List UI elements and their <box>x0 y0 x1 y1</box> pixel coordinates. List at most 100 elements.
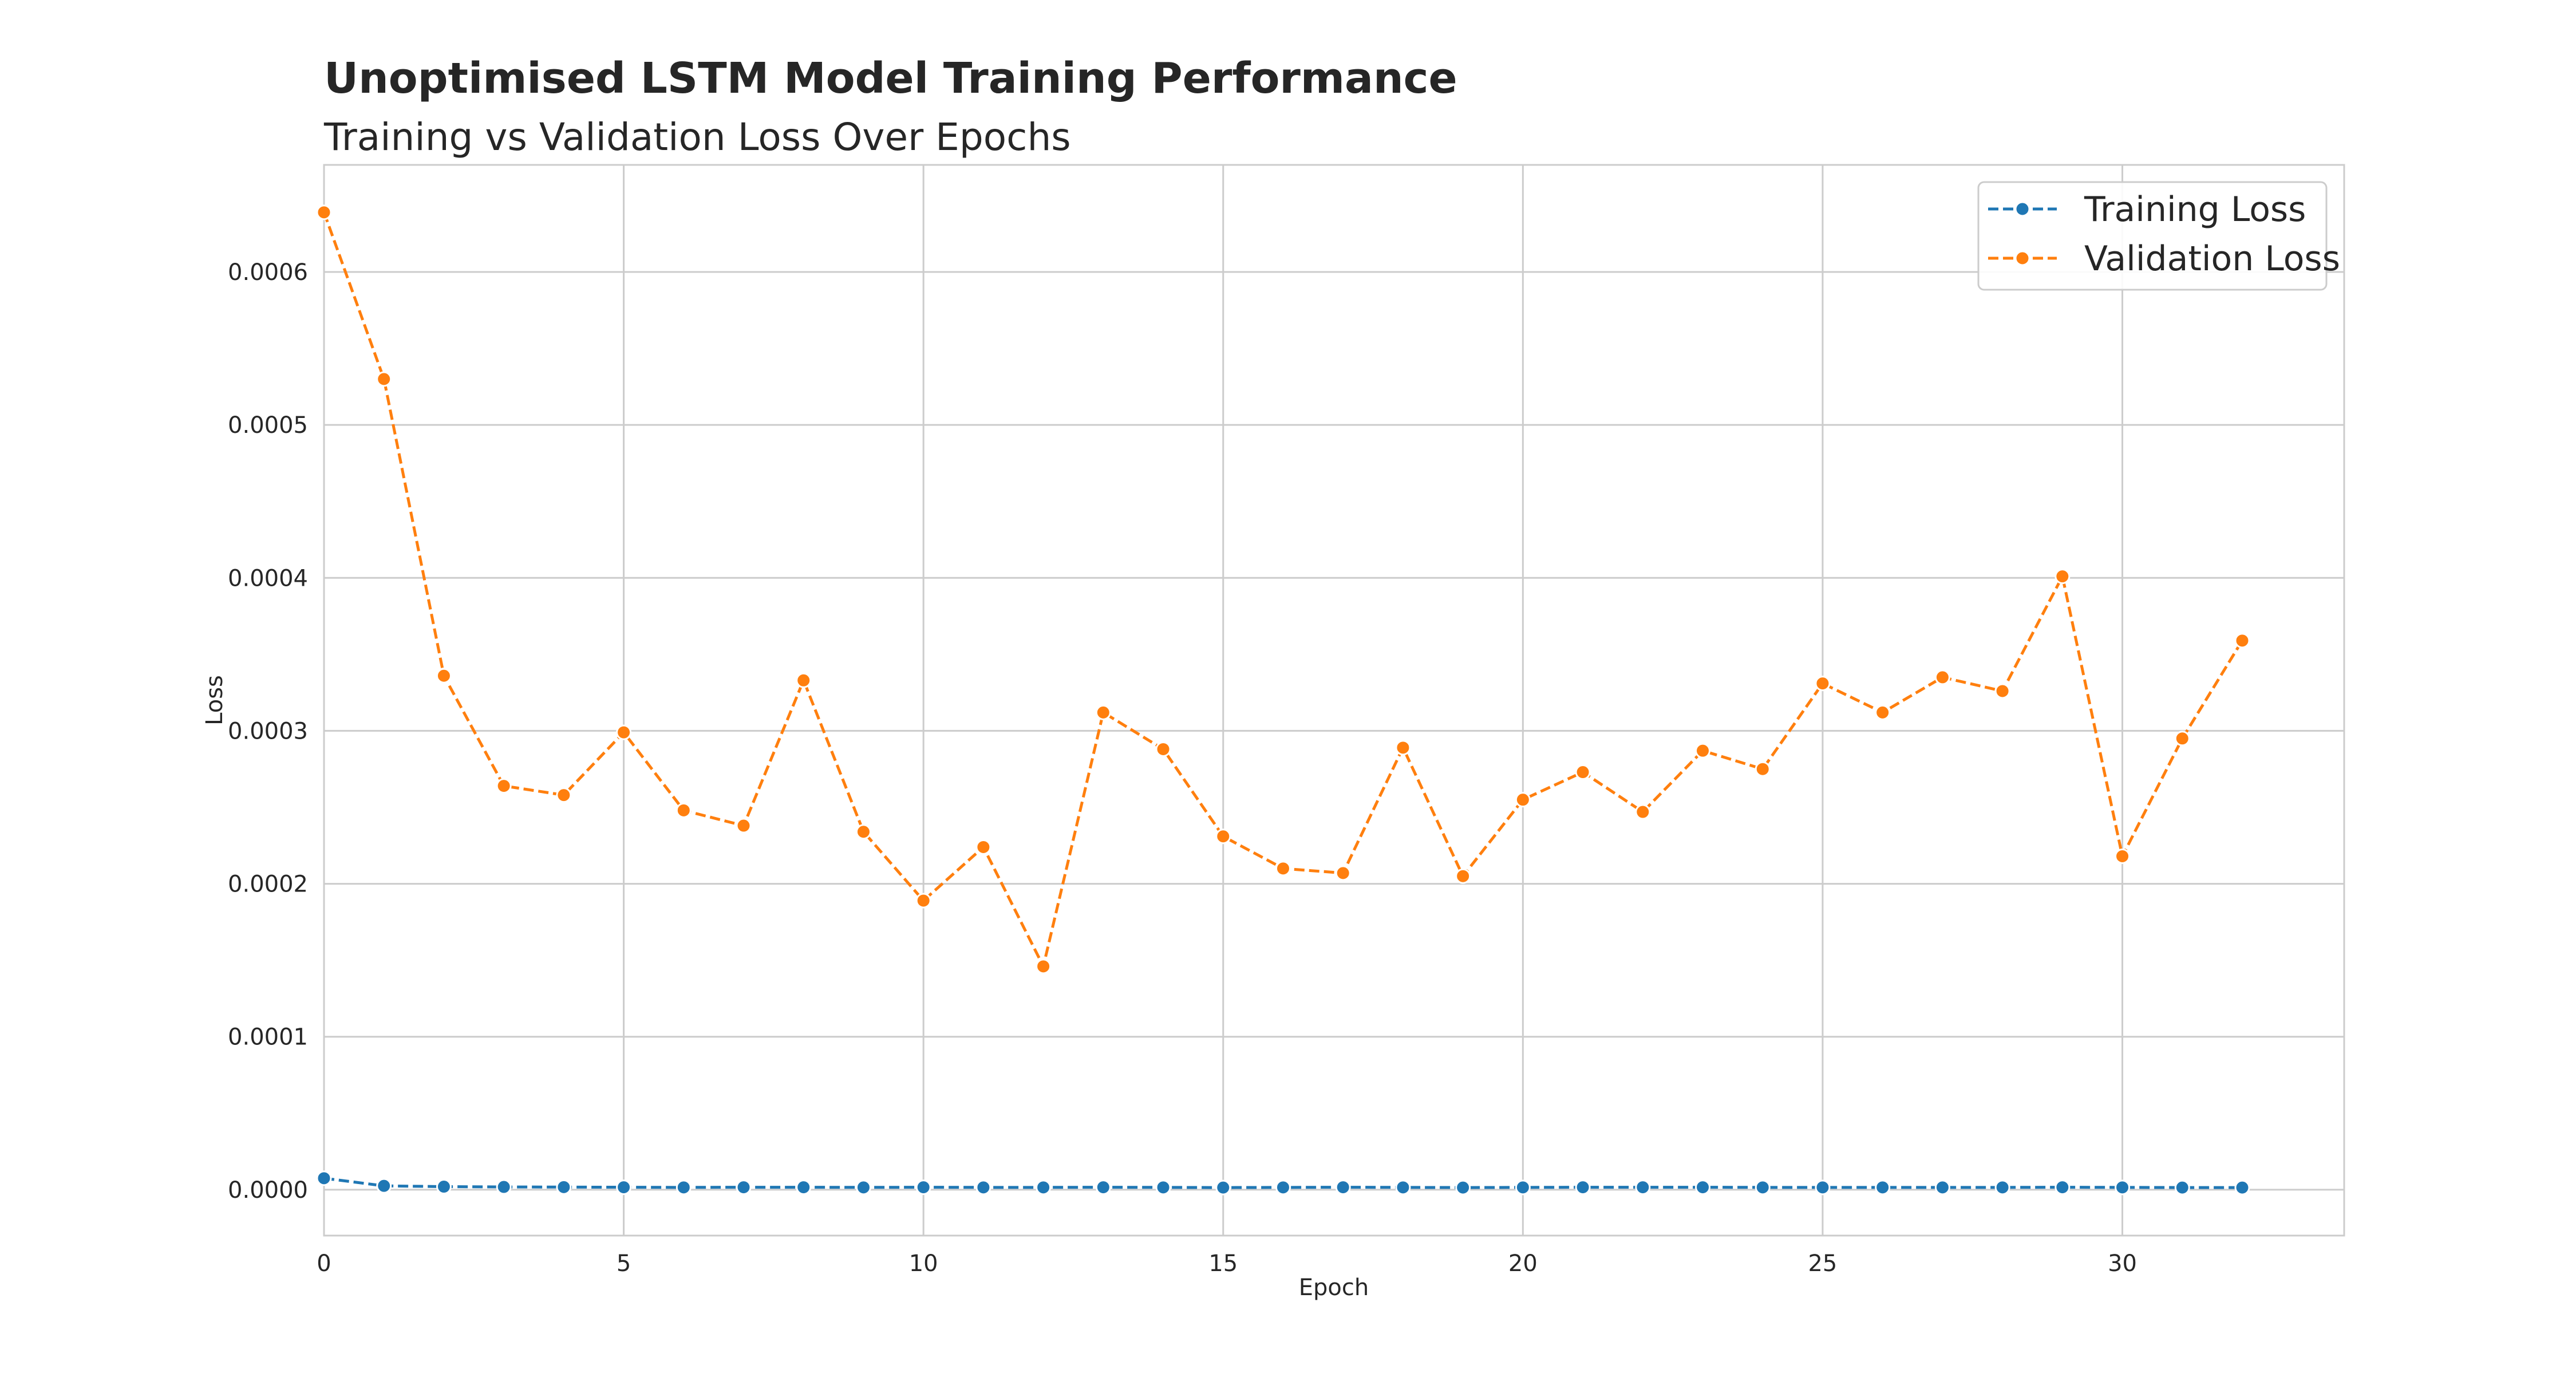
legend-frame <box>1977 181 2328 291</box>
x-tick-label: 25 <box>1808 1250 1837 1277</box>
data-point <box>915 1179 931 1195</box>
data-point <box>316 204 332 220</box>
data-point <box>1994 1179 2010 1195</box>
data-point <box>1815 1179 1831 1195</box>
x-tick-label: 15 <box>1208 1250 1238 1277</box>
data-point <box>1635 804 1651 820</box>
grid-lines <box>323 165 2344 1236</box>
data-point <box>2115 848 2131 864</box>
data-point <box>796 672 812 688</box>
data-point <box>2234 1179 2250 1195</box>
data-point <box>1395 740 1411 756</box>
x-tick-label: 5 <box>617 1250 631 1277</box>
data-point <box>616 724 632 740</box>
data-point <box>675 802 692 818</box>
data-point <box>2055 1179 2071 1195</box>
data-point <box>1095 1179 1111 1195</box>
data-point <box>1395 1179 1411 1195</box>
data-point <box>1155 741 1171 757</box>
data-point <box>1455 1179 1471 1195</box>
data-point <box>436 1179 452 1195</box>
legend-item: Training Loss <box>1988 190 2306 230</box>
data-point <box>1095 704 1111 720</box>
data-point <box>496 778 512 794</box>
data-point <box>1215 1179 1231 1195</box>
tick-labels: 0 5 10 15 20 25 30 0.0000 0.0001 0.0002 0.0003 0.00… <box>228 259 2137 1277</box>
data-point <box>496 1179 512 1195</box>
legend-marker <box>2014 250 2030 266</box>
data-point <box>2174 731 2190 747</box>
series-training-loss <box>316 1170 2250 1195</box>
data-point <box>1934 669 1950 685</box>
data-point <box>2115 1179 2131 1195</box>
y-axis-label: Loss <box>202 675 228 725</box>
y-tick-label: 0.0005 <box>228 412 308 439</box>
data-point <box>1695 1179 1711 1195</box>
data-point <box>855 824 871 840</box>
data-point <box>1335 1179 1351 1195</box>
legend-label: Validation Loss <box>2084 239 2340 279</box>
data-point <box>2234 633 2250 649</box>
data-point <box>1695 743 1711 759</box>
data-point <box>1275 861 1291 877</box>
data-point <box>1036 1179 1052 1195</box>
legend-item: Validation Loss <box>1988 239 2340 279</box>
data-point <box>1335 865 1351 881</box>
data-point <box>1934 1179 1950 1195</box>
data-point <box>316 1170 332 1186</box>
data-point <box>1036 958 1052 974</box>
data-point <box>675 1179 692 1195</box>
data-point <box>376 371 392 387</box>
x-tick-label: 20 <box>1508 1250 1538 1277</box>
data-point <box>855 1179 871 1195</box>
y-tick-label: 0.0002 <box>228 871 308 898</box>
data-point <box>736 1179 752 1195</box>
data-point <box>556 1179 572 1195</box>
plot-area-frame <box>323 164 2345 1237</box>
data-point <box>736 818 752 834</box>
data-point <box>2055 569 2071 585</box>
data-point <box>1575 1179 1591 1195</box>
data-point <box>2174 1179 2190 1195</box>
y-tick-label: 0.0000 <box>228 1177 308 1204</box>
data-point <box>1515 1179 1531 1195</box>
data-point <box>376 1178 392 1194</box>
y-tick-label: 0.0006 <box>228 259 308 286</box>
data-point <box>1575 764 1591 780</box>
data-point <box>436 668 452 684</box>
data-point <box>1215 828 1231 845</box>
data-point <box>975 1179 991 1195</box>
data-point <box>915 893 931 909</box>
x-axis-label: Epoch <box>1299 1275 1369 1301</box>
data-point <box>975 839 991 855</box>
legend: Training Loss Validation Loss <box>1977 181 2340 291</box>
legend-marker <box>2014 201 2030 217</box>
data-point <box>1875 1179 1891 1195</box>
data-point <box>1635 1179 1651 1195</box>
data-point <box>616 1179 632 1195</box>
y-tick-label: 0.0004 <box>228 565 308 591</box>
legend-label: Training Loss <box>2084 190 2306 230</box>
chart-subtitle: Training vs Validation Loss Over Epochs <box>323 115 1071 159</box>
data-point <box>1755 1179 1771 1195</box>
data-point <box>556 787 572 803</box>
y-tick-label: 0.0001 <box>228 1024 308 1051</box>
data-point <box>796 1179 812 1195</box>
series-validation-loss <box>316 204 2250 974</box>
data-point <box>1994 683 2010 699</box>
x-tick-label: 10 <box>909 1250 938 1277</box>
data-point <box>1515 792 1531 808</box>
data-point <box>1815 676 1831 692</box>
series-layer <box>316 204 2250 1195</box>
data-point <box>1275 1179 1291 1195</box>
series-line-validation-loss <box>322 211 2244 968</box>
data-point <box>1455 868 1471 884</box>
data-point <box>1875 704 1891 720</box>
data-point <box>1155 1179 1171 1195</box>
chart-title: Unoptimised LSTM Model Training Performa… <box>324 54 1457 103</box>
data-point <box>1755 761 1771 777</box>
x-tick-label: 30 <box>2108 1250 2137 1277</box>
y-tick-label: 0.0003 <box>228 718 308 744</box>
